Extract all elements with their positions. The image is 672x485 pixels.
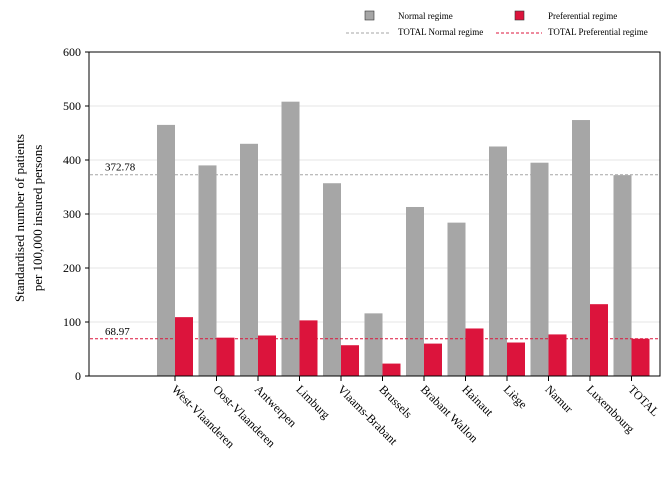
- legend-label-total-normal: TOTAL Normal regime: [398, 27, 483, 37]
- bar-preferential: [465, 328, 484, 376]
- bar-normal: [447, 222, 466, 376]
- legend-label-normal: Normal regime: [398, 11, 453, 21]
- bar-preferential: [590, 304, 608, 376]
- x-tick-label: Hainaut: [459, 382, 496, 419]
- legend-swatch-normal: [364, 10, 375, 21]
- x-tick-label: Liège: [501, 382, 530, 411]
- y-tick-label: 500: [63, 99, 81, 113]
- y-tick-label: 200: [63, 261, 81, 275]
- bar-normal: [406, 206, 424, 376]
- y-tick-label: 300: [63, 207, 81, 221]
- bar-preferential: [424, 343, 442, 376]
- bar-preferential: [548, 334, 567, 376]
- bar-normal: [613, 175, 632, 376]
- bar-normal: [157, 124, 175, 377]
- bar-normal: [489, 146, 507, 376]
- bar-preferential: [258, 335, 276, 376]
- legend-label-preferential: Preferential regime: [548, 11, 617, 21]
- bar-normal: [572, 120, 590, 376]
- y-axis-title-line2: per 100,000 insured persons: [30, 145, 45, 292]
- bar-preferential: [341, 345, 359, 376]
- bar-normal: [323, 183, 341, 376]
- bar-preferential: [382, 363, 401, 376]
- y-tick-label: 400: [63, 153, 81, 167]
- y-axis-title-line1: Standardised number of patients: [12, 134, 27, 302]
- bar-preferential: [216, 337, 235, 376]
- reference-lines: 372.78 68.97: [90, 162, 660, 340]
- bar-preferential: [175, 317, 193, 376]
- x-tick-label: Namur: [542, 382, 575, 415]
- x-tick-label: Limburg: [293, 382, 332, 421]
- bar-normal: [530, 162, 549, 376]
- bar-normal: [364, 313, 383, 376]
- total-normal-label: 372.78: [105, 162, 136, 174]
- x-tick-label: TOTAL: [625, 382, 662, 419]
- bar-normal: [198, 165, 217, 376]
- bar-preferential: [507, 342, 525, 376]
- bar-normal: [240, 143, 258, 376]
- x-tick-label: Brussels: [376, 382, 415, 421]
- y-tick-label: 100: [63, 315, 81, 329]
- bar-preferential: [631, 338, 650, 376]
- total-preferential-label: 68.97: [105, 326, 130, 338]
- y-tick-label: 0: [75, 369, 81, 383]
- legend-label-total-preferential: TOTAL Preferential regime: [548, 27, 648, 37]
- bar-normal: [281, 101, 300, 377]
- y-tick-label: 600: [63, 45, 81, 59]
- legend-swatch-preferential: [514, 10, 525, 21]
- bar-preferential: [299, 320, 318, 376]
- bars: [157, 101, 650, 377]
- legend: Normal regime Preferential regime TOTAL …: [346, 10, 648, 37]
